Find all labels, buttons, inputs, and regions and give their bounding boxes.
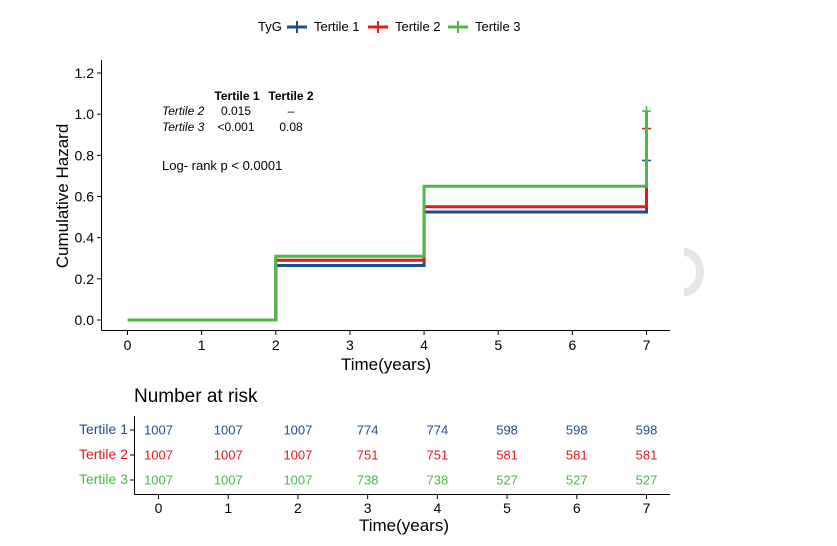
y-tick-label: 0.6 (75, 189, 95, 205)
logrank-annotation: Log- rank p < 0.0001 (162, 158, 282, 173)
risk-cell: 527 (566, 473, 588, 488)
risk-cell: 738 (427, 473, 449, 488)
risk-x-tick-label: 1 (224, 500, 232, 516)
risk-cell: 598 (566, 423, 588, 438)
x-tick-label: 5 (494, 337, 502, 353)
series-line-tertile-1 (127, 160, 648, 322)
risk-cell: 1007 (214, 423, 243, 438)
pairwise-row-label: Tertile 2 (162, 104, 205, 118)
pairwise-col-header: Tertile 2 (268, 89, 313, 103)
y-tick-label: 1.0 (75, 106, 95, 122)
risk-table-title: Number at risk (134, 386, 258, 407)
risk-cell: 598 (496, 423, 518, 438)
risk-cell: 581 (566, 448, 588, 463)
risk-cell: 774 (427, 423, 449, 438)
risk-cell: 751 (427, 448, 449, 463)
y-tick-label: 0.4 (75, 230, 95, 246)
y-tick-label: 1.2 (75, 65, 95, 81)
pairwise-table: Tertile 1 Tertile 2 Tertile 2 0.015 – Te… (162, 89, 314, 134)
risk-x-tick-label: 0 (155, 500, 163, 516)
y-axis-title: Cumulative Hazard (53, 124, 72, 269)
legend-title: TyG (258, 19, 282, 34)
risk-cell: 1007 (214, 473, 243, 488)
risk-cell: 738 (357, 473, 379, 488)
risk-x-tick-label: 3 (364, 500, 372, 516)
risk-table: Number at risk Tertile 1 1007 1007 1007 774 7… (79, 386, 670, 535)
series-line-tertile-3 (127, 111, 648, 322)
risk-cell: 581 (636, 448, 658, 463)
x-tick-label: 2 (272, 337, 280, 353)
risk-cell: 598 (636, 423, 658, 438)
risk-cell: 1007 (283, 423, 312, 438)
pairwise-row-label: Tertile 3 (162, 120, 205, 134)
risk-x-tick-label: 2 (294, 500, 302, 516)
risk-cell: 1007 (144, 473, 173, 488)
risk-x-axis-title: Time(years) (359, 516, 449, 535)
risk-row-label: Tertile 3 (79, 471, 128, 487)
risk-cell: 1007 (214, 448, 243, 463)
pairwise-value: – (288, 104, 295, 118)
pairwise-col-header: Tertile 1 (214, 89, 259, 103)
pairwise-value: <0.001 (217, 120, 254, 134)
x-axis-title: Time(years) (341, 355, 431, 374)
watermark-arc (683, 248, 704, 296)
risk-row-label: Tertile 2 (79, 446, 128, 462)
risk-cell: 527 (496, 473, 518, 488)
x-tick-label: 6 (568, 337, 576, 353)
risk-cell: 1007 (144, 448, 173, 463)
risk-cell: 1007 (144, 423, 173, 438)
risk-x-tick-label: 5 (503, 500, 511, 516)
y-tick-label: 0.0 (75, 312, 95, 328)
pairwise-value: 0.015 (221, 104, 251, 118)
risk-x-tick-label: 6 (573, 500, 581, 516)
risk-cell: 1007 (283, 473, 312, 488)
y-tick-label: 0.2 (75, 271, 95, 287)
hazard-plot: 0.0 0.2 0.4 0.6 0.8 1.0 1.2 0 1 2 3 4 5 6 7 Cumulativ… (53, 60, 670, 374)
x-tick-label: 4 (420, 337, 428, 353)
risk-cell: 527 (636, 473, 658, 488)
x-tick-label: 3 (346, 337, 354, 353)
risk-x-tick-label: 4 (433, 500, 441, 516)
pairwise-value: 0.08 (279, 120, 303, 134)
risk-cell: 751 (357, 448, 379, 463)
x-tick-label: 7 (643, 337, 651, 353)
legend-label: Tertile 1 (314, 19, 360, 34)
risk-cell: 581 (496, 448, 518, 463)
legend-label: Tertile 3 (475, 19, 521, 34)
y-tick-label: 0.8 (75, 147, 95, 163)
x-tick-label: 1 (198, 337, 206, 353)
legend-label: Tertile 2 (395, 19, 441, 34)
risk-row-label: Tertile 1 (79, 421, 128, 437)
legend: TyG Tertile 1 Tertile 2 Tertile 3 (258, 19, 521, 34)
risk-x-tick-label: 7 (643, 500, 651, 516)
risk-cell: 1007 (283, 448, 312, 463)
risk-cell: 774 (357, 423, 379, 438)
x-tick-label: 0 (124, 337, 132, 353)
